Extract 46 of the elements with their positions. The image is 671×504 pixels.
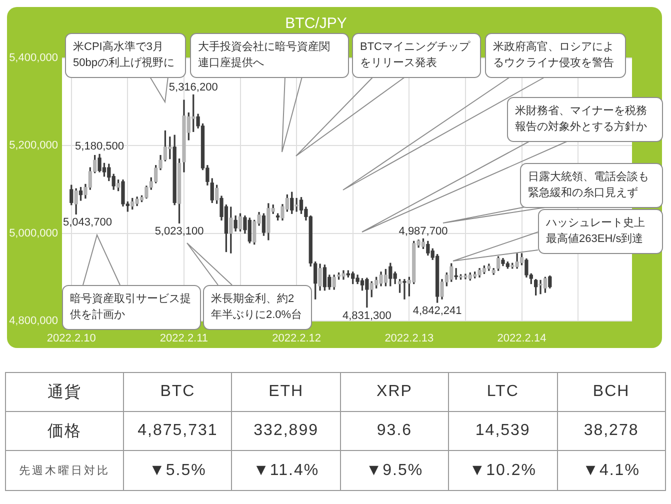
annotation: 米政府高官、ロシアによるウクライナ侵攻を警告 — [493, 40, 614, 71]
x-tick-label: 2022.2.14 — [497, 332, 546, 345]
annotation: 4,831,300 — [342, 310, 392, 322]
category-label: BTC — [124, 372, 232, 412]
data-label: ▼11.4% — [232, 450, 340, 490]
data-label: ▼10.2% — [448, 450, 558, 490]
y-tick-label: 5,400,000 — [9, 52, 58, 64]
annotation: 5,316,200 — [168, 81, 218, 94]
annotation: 4,987,700 — [398, 225, 448, 238]
x-tick-label: 2022.2.13 — [384, 332, 434, 345]
category-label: LTC — [448, 372, 558, 412]
annotation: 4,842,241 — [412, 305, 462, 318]
text: 価格 — [6, 412, 124, 450]
annotation: 米長期金利、約2年半ぶりに2.0%台 — [211, 292, 302, 323]
x-tick-label: 2022.2.11 — [160, 332, 208, 345]
annotation: 日露大統領、電話会談も緊急緩和の糸口見えず — [528, 170, 649, 201]
annotation: BTCマイニングチップをリリース発表 — [360, 40, 470, 71]
category-label: BCH — [557, 372, 666, 412]
candlestick — [402, 279, 406, 300]
annotation: 大手投資会社に暗号資産関連口座提供へ — [198, 40, 330, 71]
annotation: 5,043,700 — [63, 216, 112, 229]
data-label: 4,875,731 — [124, 412, 232, 450]
annotation: ハッシュレート史上最高値263EH/s到達 — [546, 216, 645, 247]
category-label: ETH — [232, 372, 340, 412]
data-label: 93.6 — [340, 412, 449, 450]
y-tick-label: 5,200,000 — [9, 140, 58, 152]
text: 通貨 — [6, 372, 124, 412]
data-label: ▼9.5% — [340, 450, 449, 490]
x-tick-label: 2022.2.10 — [46, 332, 96, 345]
annotation: 米CPI高水準で3月50bpの利上げ視野に — [73, 40, 174, 71]
category-label: XRP — [340, 372, 449, 412]
x-tick-label: 2022.2.12 — [272, 332, 322, 345]
annotation: 米財務省、マイナーを税務報告の対象外とする方針か — [515, 104, 647, 135]
annotation: 暗号資産取引サービス提供を計画か — [70, 292, 191, 323]
annotation: 5,023,100 — [154, 226, 204, 238]
candlestick — [454, 268, 458, 280]
data-label: 332,899 — [232, 412, 340, 450]
y-tick-label: 4,800,000 — [9, 315, 58, 328]
y-tick-label: 5,000,000 — [9, 227, 58, 240]
data-label: ▼5.5% — [124, 450, 232, 490]
text: 先週木曜日対比 — [6, 450, 124, 490]
data-label: 38,278 — [557, 412, 666, 450]
chart-title: BTC/JPY — [285, 15, 347, 32]
annotation: 5,180,500 — [75, 140, 124, 153]
data-label: ▼4.1% — [557, 450, 666, 490]
data-label: 14,539 — [448, 412, 558, 450]
